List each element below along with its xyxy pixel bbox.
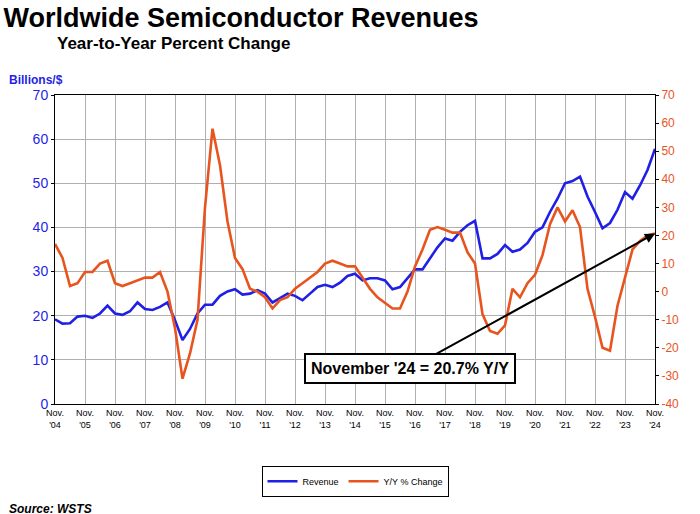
svg-text:Nov.'22: Nov.'22 <box>586 408 604 430</box>
svg-text:0: 0 <box>661 285 668 299</box>
svg-text:November '24 = 20.7% Y/Y: November '24 = 20.7% Y/Y <box>311 360 509 377</box>
svg-text:-30: -30 <box>661 369 679 383</box>
svg-text:Nov.'05: Nov.'05 <box>76 408 94 430</box>
svg-text:20: 20 <box>33 308 49 324</box>
svg-text:Source: WSTS: Source: WSTS <box>9 502 92 514</box>
svg-text:60: 60 <box>33 131 49 147</box>
svg-text:Nov.'07: Nov.'07 <box>136 408 154 430</box>
svg-text:40: 40 <box>33 219 49 235</box>
svg-text:70: 70 <box>33 87 49 103</box>
svg-text:Year-to-Year Percent Change: Year-to-Year Percent Change <box>57 34 290 53</box>
svg-text:-10: -10 <box>661 313 679 327</box>
svg-text:10: 10 <box>33 352 49 368</box>
svg-text:Nov.'24: Nov.'24 <box>646 408 664 430</box>
svg-text:60: 60 <box>661 116 675 130</box>
svg-text:0: 0 <box>40 396 48 412</box>
svg-text:30: 30 <box>661 201 675 215</box>
svg-text:Nov.'10: Nov.'10 <box>226 408 244 430</box>
svg-text:Nov.'06: Nov.'06 <box>106 408 124 430</box>
svg-text:Worldwide Semiconductor Revenu: Worldwide Semiconductor Revenues <box>4 3 479 33</box>
svg-text:30: 30 <box>33 263 49 279</box>
svg-text:Nov.'11: Nov.'11 <box>256 408 274 430</box>
svg-text:Nov.'17: Nov.'17 <box>436 408 454 430</box>
svg-text:Nov.'21: Nov.'21 <box>556 408 574 430</box>
svg-text:Nov.'15: Nov.'15 <box>376 408 394 430</box>
svg-text:Revenue: Revenue <box>303 477 339 487</box>
svg-text:Nov.'09: Nov.'09 <box>196 408 214 430</box>
svg-text:20: 20 <box>661 229 675 243</box>
svg-text:Nov.'20: Nov.'20 <box>526 408 544 430</box>
svg-text:70: 70 <box>661 88 675 102</box>
svg-text:Nov.'23: Nov.'23 <box>616 408 634 430</box>
svg-text:Nov.'19: Nov.'19 <box>496 408 514 430</box>
svg-text:Nov.'13: Nov.'13 <box>316 408 334 430</box>
svg-text:Nov.'14: Nov.'14 <box>346 408 364 430</box>
svg-text:-20: -20 <box>661 341 679 355</box>
svg-text:40: 40 <box>661 172 675 186</box>
svg-text:-40: -40 <box>661 397 679 411</box>
svg-text:Nov.'18: Nov.'18 <box>466 408 484 430</box>
svg-text:Nov.'08: Nov.'08 <box>166 408 184 430</box>
svg-text:Nov.'12: Nov.'12 <box>286 408 304 430</box>
svg-text:Y/Y % Change: Y/Y % Change <box>384 477 443 487</box>
svg-text:Nov.'16: Nov.'16 <box>406 408 424 430</box>
svg-text:50: 50 <box>661 144 675 158</box>
svg-text:Nov.'04: Nov.'04 <box>46 408 64 430</box>
svg-text:Billions/$: Billions/$ <box>9 73 63 87</box>
svg-text:50: 50 <box>33 175 49 191</box>
svg-text:10: 10 <box>661 257 675 271</box>
